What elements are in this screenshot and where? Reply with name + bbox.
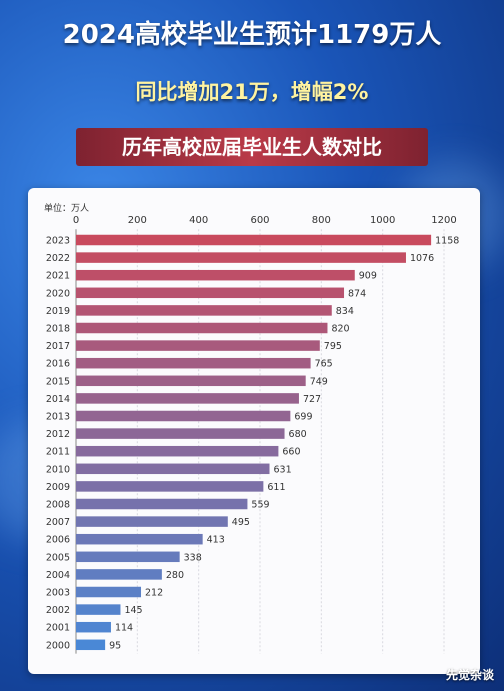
category-label: 2009 [46, 482, 70, 493]
bar [76, 498, 248, 510]
category-label: 2012 [46, 429, 70, 440]
bar [76, 551, 180, 563]
page-title: 2024高校毕业生预计1179万人 [62, 20, 442, 50]
category-label: 2002 [46, 605, 70, 616]
page-subtitle: 同比增加21万，增幅2% [135, 80, 369, 104]
category-label: 2003 [46, 588, 70, 599]
bar [76, 428, 285, 439]
category-label: 2001 [46, 623, 70, 634]
category-label: 2023 [46, 236, 70, 247]
value-label: 114 [115, 623, 133, 634]
value-label: 1158 [435, 236, 459, 247]
category-label: 2015 [46, 376, 70, 387]
value-label: 795 [324, 341, 342, 352]
category-label: 2014 [46, 394, 70, 405]
category-label: 2018 [46, 324, 70, 335]
bar [76, 234, 432, 246]
value-label: 413 [207, 535, 225, 546]
bar [76, 516, 228, 527]
value-label: 834 [336, 306, 354, 317]
category-label: 2017 [46, 341, 70, 352]
x-tick-label: 800 [312, 215, 331, 226]
bar [76, 287, 345, 299]
category-label: 2005 [46, 552, 70, 563]
x-tick-label: 0 [73, 215, 79, 226]
bar [76, 586, 142, 598]
bar [76, 569, 162, 580]
watermark: 先觉杂谈 [445, 668, 494, 682]
x-tick-label: 400 [189, 215, 208, 226]
bar [76, 481, 264, 492]
bar [76, 322, 328, 334]
value-label: 727 [303, 394, 321, 405]
chart-panel: 单位：万人 0 200 400 600 800 1000 1200 2023 1158 2022 1… [28, 188, 480, 674]
category-label: 2019 [46, 306, 70, 317]
x-tick-label: 200 [128, 215, 147, 226]
bar [76, 340, 320, 351]
value-label: 909 [359, 271, 377, 282]
x-tick-label: 1000 [370, 215, 395, 226]
value-label: 1076 [410, 253, 434, 264]
bar [76, 533, 203, 545]
value-label: 559 [251, 500, 269, 511]
bar [76, 621, 111, 633]
bar [76, 393, 299, 404]
category-label: 2013 [46, 412, 70, 423]
value-label: 611 [267, 482, 285, 493]
bar-chart: 0 200 400 600 800 1000 1200 2023 1158 2022 1076 202… [46, 215, 459, 654]
value-label: 660 [282, 447, 300, 458]
value-label: 212 [145, 588, 163, 599]
bar [76, 639, 106, 651]
category-label: 2016 [46, 359, 70, 370]
category-label: 2022 [46, 253, 70, 264]
value-label: 495 [232, 517, 250, 528]
bar [76, 357, 311, 369]
category-label: 2008 [46, 500, 70, 511]
chart-banner: 历年高校应届毕业生人数对比 [76, 128, 428, 166]
bar [76, 305, 332, 316]
value-label: 338 [184, 552, 202, 563]
value-label: 765 [315, 359, 333, 370]
value-label: 145 [124, 605, 142, 616]
category-label: 2006 [46, 535, 70, 546]
bar [76, 252, 406, 263]
value-label: 680 [289, 429, 307, 440]
value-label: 699 [294, 412, 312, 423]
bar [76, 410, 291, 422]
bar [76, 604, 121, 615]
category-label: 2011 [46, 447, 70, 458]
category-label: 2020 [46, 288, 70, 299]
category-label: 2007 [46, 517, 70, 528]
category-label: 2010 [46, 464, 70, 475]
bar [76, 269, 355, 281]
bar [76, 445, 279, 457]
value-label: 631 [274, 464, 292, 475]
category-label: 2000 [46, 640, 70, 651]
x-tick-label: 600 [250, 215, 269, 226]
x-tick-label: 1200 [431, 215, 456, 226]
value-label: 280 [166, 570, 184, 581]
unit-label: 单位：万人 [44, 204, 90, 214]
bar [76, 463, 270, 475]
bar [76, 375, 306, 387]
value-label: 820 [331, 324, 349, 335]
value-label: 95 [109, 640, 121, 651]
category-label: 2004 [46, 570, 70, 581]
value-label: 749 [310, 376, 328, 387]
category-label: 2021 [46, 271, 70, 282]
value-label: 874 [348, 288, 366, 299]
